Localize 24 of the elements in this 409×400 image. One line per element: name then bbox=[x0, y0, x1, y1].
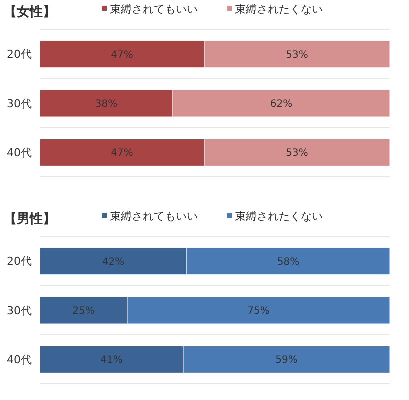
legend-label: 束縛されたくない bbox=[235, 210, 323, 223]
data-label: 62% bbox=[270, 99, 293, 110]
data-label: 42% bbox=[102, 256, 125, 268]
data-label: 75% bbox=[248, 306, 270, 317]
data-label: 47% bbox=[111, 50, 134, 61]
data-label: 58% bbox=[277, 256, 300, 268]
data-label: 41% bbox=[100, 355, 123, 366]
y-tick-label: 20代 bbox=[7, 255, 32, 268]
data-label: 38% bbox=[95, 99, 118, 110]
data-label: 25% bbox=[72, 306, 95, 317]
chart-title: 【男性】 bbox=[4, 211, 56, 227]
data-label: 53% bbox=[286, 148, 308, 160]
y-tick-label: 20代 bbox=[7, 48, 32, 62]
legend-label: 束縛されてもいい bbox=[110, 210, 198, 223]
data-label: 47% bbox=[111, 148, 134, 160]
y-tick-label: 30代 bbox=[7, 304, 32, 318]
legend-label: 束縛されたくない bbox=[235, 2, 323, 16]
data-label: 53% bbox=[286, 50, 308, 61]
data-label: 59% bbox=[276, 355, 298, 366]
y-tick-label: 30代 bbox=[7, 97, 32, 110]
y-tick-label: 40代 bbox=[7, 146, 32, 160]
chart-title: 【女性】 bbox=[4, 4, 56, 20]
legend-label: 束縛されてもいい bbox=[110, 2, 198, 16]
y-tick-label: 40代 bbox=[7, 354, 32, 367]
